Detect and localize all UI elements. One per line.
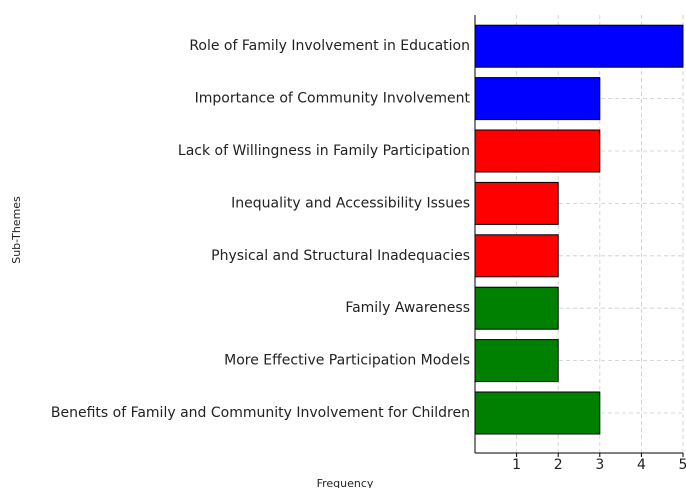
y-tick-label: More Effective Participation Models	[224, 353, 470, 369]
x-tick-label: 2	[554, 457, 563, 473]
y-tick-label: Importance of Community Involvement	[195, 91, 471, 107]
x-tick-label: 1	[512, 457, 521, 473]
y-tick-label: Inequality and Accessibility Issues	[231, 195, 470, 211]
x-axis-label: Frequency	[317, 477, 374, 488]
y-tick-label: Benefits of Family and Community Involve…	[51, 405, 470, 421]
bar	[474, 77, 601, 121]
bar	[474, 391, 601, 435]
bar	[474, 129, 601, 173]
y-tick-label: Lack of Willingness in Family Participat…	[178, 143, 470, 159]
bar	[474, 24, 684, 68]
y-tick-label: Physical and Structural Inadequacies	[211, 248, 470, 264]
x-tick-label: 5	[679, 457, 686, 473]
bar	[474, 181, 559, 225]
bar	[474, 339, 559, 383]
bar	[474, 234, 559, 278]
x-tick-label: 3	[595, 457, 604, 473]
x-tick-label: 4	[637, 457, 646, 473]
bar	[474, 286, 559, 330]
y-axis-label: Sub-Themes	[10, 196, 23, 264]
y-tick-label: Role of Family Involvement in Education	[189, 38, 470, 54]
y-tick-label: Family Awareness	[345, 300, 470, 316]
